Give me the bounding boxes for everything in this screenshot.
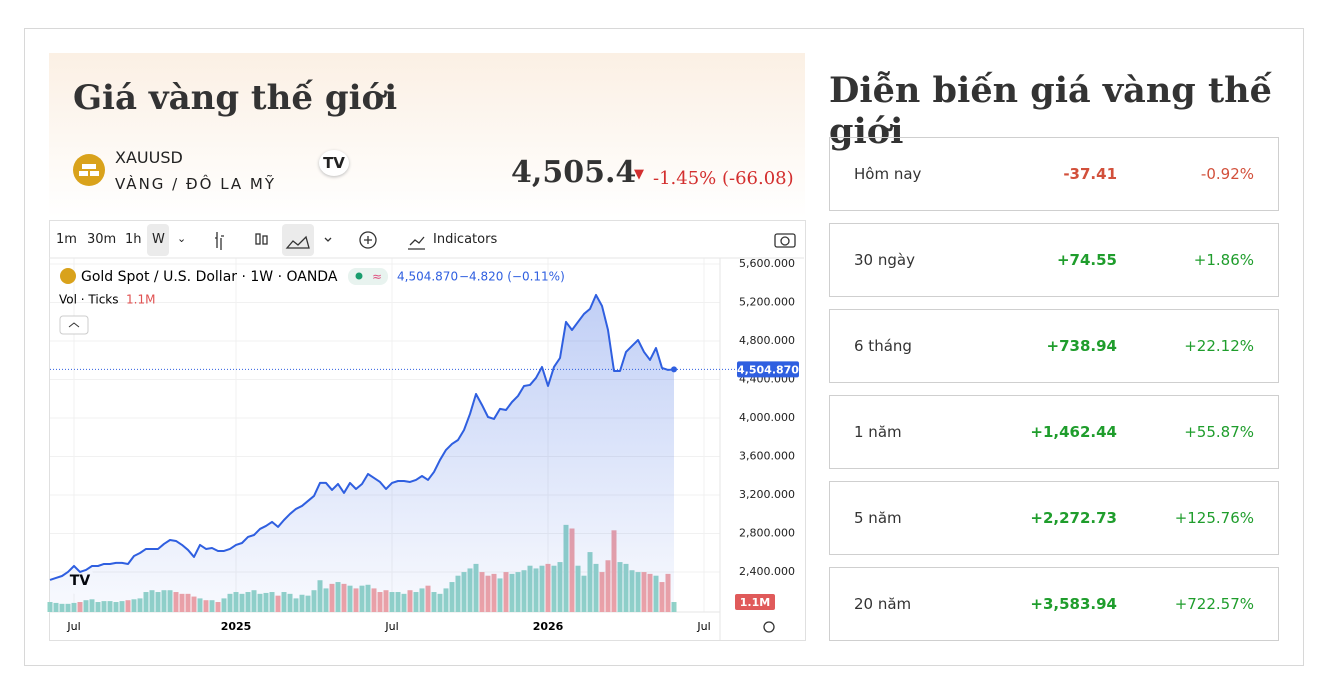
y-tick-label: 2,800.000 [739,526,795,539]
summary-row: 30 ngày +74.55 +1.86% [829,223,1279,297]
change-value: +1,462.44 [1030,423,1117,441]
interval[interactable]: 1h [125,232,142,247]
toolbar-icons [215,231,796,633]
dropdown[interactable]: ⌄ [177,232,187,245]
price-badge-label: 4,504.870 [737,363,799,376]
volume-badge-label: 1.1M [740,596,770,609]
change-percent: +125.76% [1174,509,1254,527]
candle-icon [255,233,261,245]
y-tick-label: 3,200.000 [739,488,795,501]
indicators[interactable]: Indicators [433,232,498,247]
x-tick-label: 2025 [221,620,252,633]
collapse-icon [68,322,80,328]
gold-icon [73,154,105,186]
camera-icon [774,233,796,248]
camera-icon [780,236,790,246]
settings-icon [763,621,775,633]
status-pill [348,268,388,285]
price: 4,505.4 [511,155,637,190]
interval[interactable]: 30m [87,232,117,247]
summary-row: Hôm nay -37.41 -0.92% [829,137,1279,211]
x-tick-label: Jul [696,620,710,633]
x-tick-label: Jul [66,620,80,633]
change-value: +3,583.94 [1030,595,1117,613]
price-line [49,293,675,581]
interval[interactable]: W [152,232,165,247]
volume-title: Vol · Ticks [59,293,119,307]
y-tick-label: 4,000.000 [739,411,795,424]
interval[interactable]: 1m [56,232,77,247]
price-badge [737,361,799,378]
change-value: +2,272.73 [1030,509,1117,527]
change-percent: +55.87% [1184,423,1254,441]
header [49,53,805,218]
price-change: -1.45% (-66.08) [653,168,794,189]
volume-legend-value: 1.1M [126,293,155,307]
legend-value: 4,504.870 [397,270,458,284]
change-value: +74.55 [1056,251,1117,269]
period: 30 ngày [854,251,915,269]
summary-row: 6 tháng +738.94 +22.12% [829,309,1279,383]
period: 1 năm [854,423,902,441]
change-value: +738.94 [1046,337,1117,355]
collapse-button[interactable] [59,315,89,335]
indicators-icon [408,236,425,250]
y-tick-label: 5,200.000 [739,295,795,308]
summary-title: Diễn biến giá vàng thế giới [829,70,1272,152]
summary-row: 5 năm +2,272.73 +125.76% [829,481,1279,555]
area-icon [285,235,310,249]
change-percent: +22.12% [1184,337,1254,355]
tv-logo: TV [319,150,349,176]
summary-row: 20 năm +3,583.94 +722.57% [829,567,1279,641]
change-percent: +722.57% [1174,595,1254,613]
chart-frame [49,220,806,641]
description: VÀNG / ĐÔ LA MỸ [115,175,277,193]
add-icon [359,231,377,249]
candle-icon [262,235,268,245]
change-percent: +1.86% [1193,251,1254,269]
area [50,294,674,612]
y-tick-label: 4,800.000 [739,334,795,347]
down-arrow: ▼ [634,167,644,182]
y-tick-label: 2,400.000 [739,565,795,578]
symbol: XAUUSD [115,148,183,167]
dropdown-icon [324,237,332,242]
period: 20 năm [854,595,912,613]
title: Giá vàng thế giới [73,78,398,118]
status-icon: ≈ [372,270,382,284]
change-percent: -0.92% [1200,165,1254,183]
period: 5 năm [854,509,902,527]
period: Hôm nay [854,165,922,183]
legend-change: −4.820 (−0.11%) [459,270,565,284]
legend-icon [60,268,76,284]
gold-bar [82,164,96,169]
y-tick-label: 5,600.000 [739,257,795,270]
bar-icon [215,232,224,250]
legend-title: Gold Spot / U.S. Dollar · 1W · OANDA [81,269,338,285]
x-tick-label: 2026 [533,620,564,633]
chart-type-selected[interactable] [282,224,314,256]
summary-row: 1 năm +1,462.44 +55.87% [829,395,1279,469]
status-dot [355,272,363,280]
x-tick-label: Jul [384,620,398,633]
interval-selected-bg [147,224,169,256]
y-tick-label: 3,600.000 [739,449,795,462]
change-value: -37.41 [1063,165,1117,183]
gold-bar [79,171,88,176]
period: 6 tháng [854,337,912,355]
gold-bar [90,171,99,176]
frame [24,28,1304,666]
volume-badge [735,594,775,611]
add-icon [364,236,372,244]
